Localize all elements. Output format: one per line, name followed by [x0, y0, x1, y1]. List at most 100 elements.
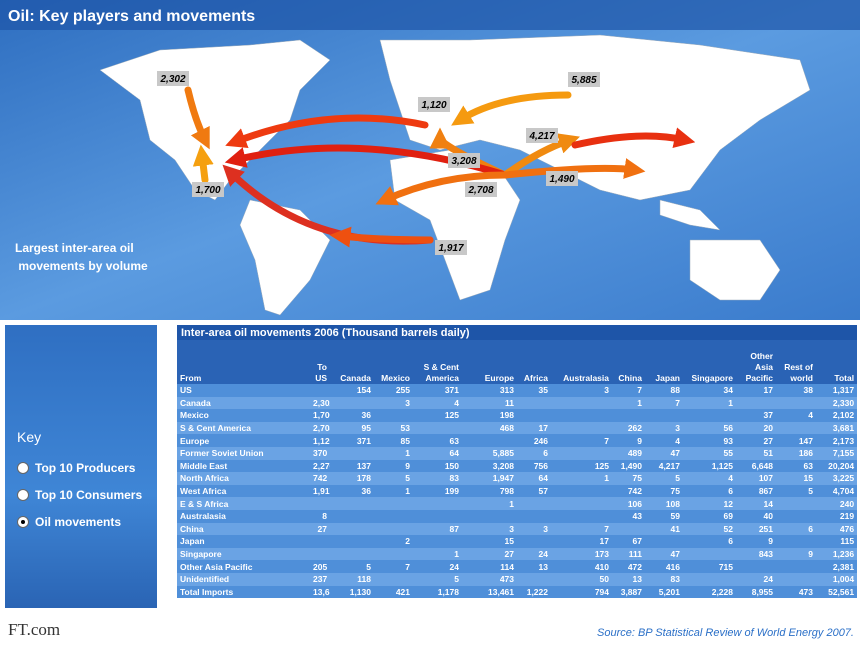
cell: 3,681 — [816, 421, 858, 435]
cell: 7 — [645, 396, 683, 410]
cell: 2,708 — [310, 421, 330, 435]
cell: Total Imports — [177, 585, 310, 599]
key-option[interactable]: Top 10 Producers — [17, 461, 135, 475]
cell — [330, 396, 374, 410]
cell — [612, 409, 645, 422]
label-box — [435, 240, 467, 255]
cell — [330, 547, 374, 561]
cell — [330, 522, 374, 536]
flow-label: 3,208 — [451, 156, 476, 167]
cell: 5 — [374, 472, 413, 485]
cell: 125 — [413, 409, 462, 422]
flow-label: 1,120 — [421, 100, 446, 111]
cell: 12 — [683, 497, 736, 510]
table-title: Inter-area oil movements 2006 (Thousand … — [177, 325, 857, 341]
source: Source: BP Statistical Review of World E… — [597, 627, 854, 639]
cell — [310, 547, 330, 561]
cell — [413, 421, 462, 435]
cell: 3 — [551, 384, 612, 397]
cell: 114 — [462, 560, 517, 573]
cell: 8,955 — [736, 585, 776, 599]
cell: 186 — [776, 446, 816, 460]
cell: 240 — [816, 497, 858, 510]
cell: 6 — [683, 535, 736, 548]
cell — [310, 384, 330, 397]
cell — [374, 497, 413, 510]
cell: 1,917 — [310, 484, 330, 498]
map: Oil: Key players and movements 2,302 1,12… — [0, 0, 860, 320]
cell — [551, 421, 612, 435]
cell: 1,120 — [310, 434, 330, 447]
column-header: Canada — [330, 340, 374, 384]
cell: Middle East — [177, 459, 310, 473]
table-row: Australasia 8 43 59 69 40 219 — [177, 509, 858, 523]
cell — [374, 522, 413, 536]
table-row: US 154 255 371 313 35 3 7 88 34 17 38 1,317 — [177, 384, 858, 397]
cell: 7 — [374, 560, 413, 573]
cell: 246 — [517, 434, 551, 447]
cell: 4 — [776, 409, 816, 422]
cell: 9 — [736, 535, 776, 548]
key-option[interactable]: Top 10 Consumers — [17, 488, 142, 502]
title-bar — [0, 0, 860, 30]
cell: 3 — [645, 421, 683, 435]
cell: 83 — [645, 572, 683, 586]
cell: 43 — [612, 509, 645, 523]
column-header: Singapore — [683, 340, 736, 384]
cell — [310, 497, 330, 510]
cell: 3 — [517, 522, 551, 536]
cell: 11 — [462, 396, 517, 410]
cell: 237 — [310, 572, 330, 586]
column-header: To US — [310, 340, 330, 384]
radio[interactable] — [17, 489, 29, 501]
column-header: Japan — [645, 340, 683, 384]
column-header: Rest of world — [776, 340, 816, 384]
cell: Australasia — [177, 509, 310, 523]
cell: 2,276 — [310, 459, 330, 473]
cell — [330, 497, 374, 510]
cell: 59 — [645, 509, 683, 523]
cell: 154 — [330, 384, 374, 397]
table-row: Singapore 1 27 24 173 111 47 843 9 1,236 — [177, 547, 858, 561]
cell — [776, 509, 816, 523]
radio[interactable] — [17, 516, 29, 528]
cell: 108 — [645, 497, 683, 510]
cell: 489 — [612, 446, 645, 460]
flow-label: 4,217 — [528, 131, 554, 142]
cell: 219 — [816, 509, 858, 523]
key-option[interactable]: Oil movements — [17, 515, 121, 529]
cell: 3 — [374, 396, 413, 410]
cell — [683, 409, 736, 422]
table-row: E & S Africa 1 106 108 12 14 240 — [177, 497, 858, 510]
cell: 150 — [413, 459, 462, 473]
cell: Former Soviet Union — [177, 446, 310, 460]
cell: 41 — [645, 522, 683, 536]
cell — [374, 409, 413, 422]
cell: 27 — [310, 522, 330, 536]
cell: 6,648 — [736, 459, 776, 473]
cell: 15 — [462, 535, 517, 548]
cell: 55 — [683, 446, 736, 460]
cell: 1 — [683, 396, 736, 410]
cell: 199 — [413, 484, 462, 498]
cell: 69 — [683, 509, 736, 523]
cell: 75 — [645, 484, 683, 498]
cell — [462, 434, 517, 447]
cell: 794 — [551, 585, 612, 599]
cell — [551, 509, 612, 523]
radio[interactable] — [17, 462, 29, 474]
cell: 2,173 — [816, 434, 858, 447]
cell: 57 — [517, 484, 551, 498]
table-row: Middle East2,27613791503,2087561251,4904… — [177, 459, 858, 473]
cell: 3,225 — [816, 472, 858, 485]
map-labels: 2,302 1,120 5,885 4,217 3,208 2,708 1,490 1,700… — [157, 71, 600, 255]
cell — [776, 535, 816, 548]
cell: 255 — [374, 384, 413, 397]
flow-label: 2,708 — [467, 185, 493, 196]
cell: 111 — [612, 547, 645, 561]
cell: 371 — [413, 384, 462, 397]
cell: 93 — [683, 434, 736, 447]
